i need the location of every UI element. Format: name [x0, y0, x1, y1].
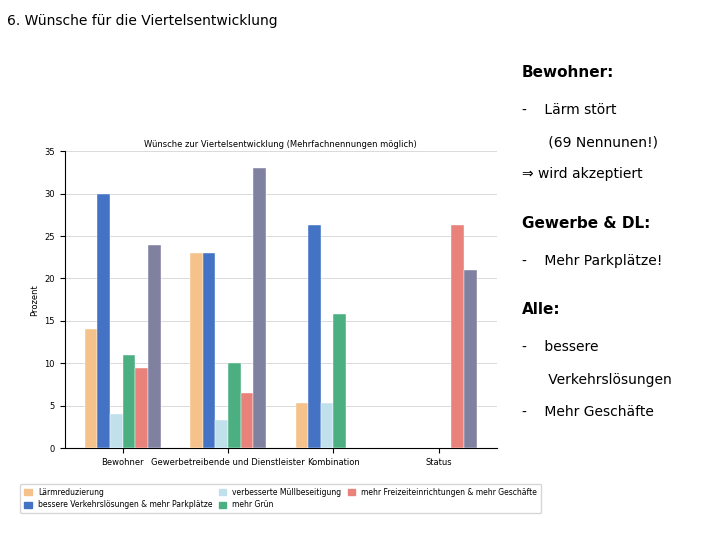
Bar [148, 245, 161, 448]
Bar [295, 403, 308, 448]
Text: Verkehrslösungen: Verkehrslösungen [522, 373, 672, 387]
Text: Alle:: Alle: [522, 302, 561, 318]
Bar [110, 414, 122, 448]
Text: Gewerbe & DL:: Gewerbe & DL: [522, 216, 650, 231]
Bar [190, 253, 203, 448]
Bar [321, 403, 333, 448]
Text: -    Mehr Geschäfte: - Mehr Geschäfte [522, 405, 654, 419]
Title: Wünsche zur Viertelsentwicklung (Mehrfachnennungen möglich): Wünsche zur Viertelsentwicklung (Mehrfac… [145, 140, 417, 149]
Bar [333, 314, 346, 448]
Bar [215, 420, 228, 448]
Bar [308, 225, 321, 448]
Bar [135, 368, 148, 448]
Legend: Lärmreduzierung, bessere Verkehrslösungen & mehr Parkplätze, verbesserte Müllbes: Lärmreduzierung, bessere Verkehrslösunge… [20, 484, 541, 514]
Bar [228, 363, 240, 448]
Text: -    Lärm stört: - Lärm stört [522, 103, 616, 117]
Text: ⇒ wird akzeptiert: ⇒ wird akzeptiert [522, 167, 643, 181]
Bar [122, 355, 135, 448]
Text: (69 Nennunen!): (69 Nennunen!) [522, 135, 658, 149]
Bar [85, 329, 97, 448]
Bar [97, 194, 110, 448]
Bar [203, 253, 215, 448]
Bar [451, 225, 464, 448]
Text: Bewohner:: Bewohner: [522, 65, 614, 80]
Bar [253, 168, 266, 448]
Text: 6. Wünsche für die Viertelsentwicklung: 6. Wünsche für die Viertelsentwicklung [7, 14, 278, 28]
Bar [240, 393, 253, 448]
Text: -    Mehr Parkplätze!: - Mehr Parkplätze! [522, 254, 662, 268]
Text: -    bessere: - bessere [522, 340, 598, 354]
Bar [464, 270, 477, 448]
Y-axis label: Prozent: Prozent [30, 284, 39, 315]
